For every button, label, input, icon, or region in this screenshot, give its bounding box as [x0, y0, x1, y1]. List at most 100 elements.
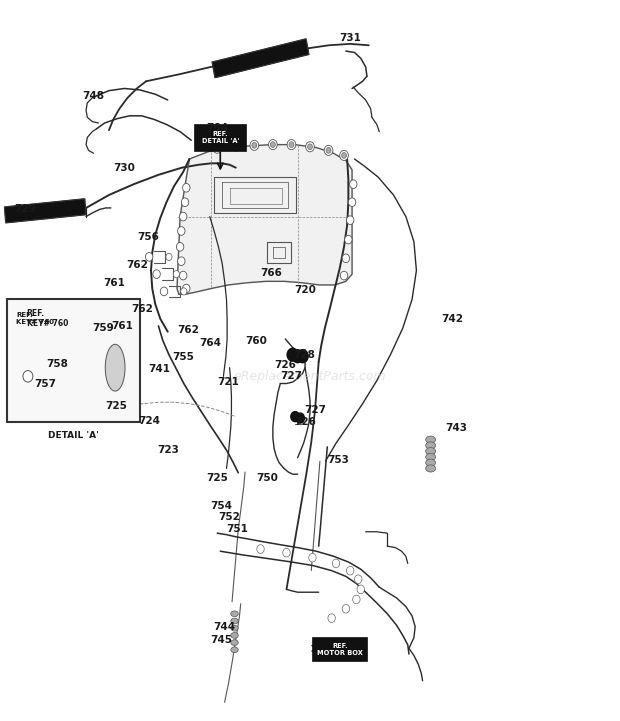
FancyBboxPatch shape [312, 637, 367, 661]
Ellipse shape [231, 632, 238, 638]
Text: REF.
KEY# 760: REF. KEY# 760 [16, 312, 54, 325]
Circle shape [180, 288, 187, 295]
Text: 755: 755 [172, 352, 194, 362]
Text: 745: 745 [211, 634, 232, 645]
Text: 762: 762 [177, 324, 199, 335]
Circle shape [177, 257, 185, 265]
Text: 727: 727 [304, 405, 327, 415]
Text: 766: 766 [260, 268, 282, 278]
Text: 725: 725 [105, 401, 127, 411]
Circle shape [283, 548, 290, 557]
Text: 744: 744 [213, 622, 236, 632]
Circle shape [287, 140, 296, 150]
Circle shape [291, 412, 299, 422]
Circle shape [213, 143, 221, 154]
Circle shape [357, 585, 365, 593]
Polygon shape [212, 39, 309, 78]
Text: 750: 750 [256, 473, 278, 483]
Text: REF.
MOTOR BOX: REF. MOTOR BOX [317, 642, 363, 655]
Circle shape [342, 604, 350, 613]
Text: 726: 726 [274, 360, 296, 370]
Text: 751: 751 [227, 524, 249, 534]
Ellipse shape [231, 618, 238, 624]
Ellipse shape [426, 465, 436, 472]
Circle shape [297, 350, 308, 363]
Circle shape [153, 270, 161, 278]
Text: 759: 759 [92, 323, 114, 333]
Circle shape [289, 142, 294, 148]
Text: 741: 741 [148, 364, 170, 374]
Circle shape [347, 216, 354, 224]
Text: 760: 760 [246, 336, 267, 346]
Text: REF.
KEY# 760: REF. KEY# 760 [27, 309, 68, 329]
Text: 756: 756 [137, 231, 159, 242]
Text: 724: 724 [138, 416, 160, 426]
Ellipse shape [231, 640, 238, 645]
Circle shape [347, 566, 354, 575]
Text: 761: 761 [103, 278, 125, 288]
Text: 727: 727 [280, 371, 303, 381]
Circle shape [296, 413, 304, 423]
Text: 754: 754 [211, 501, 232, 511]
Text: 731: 731 [339, 33, 361, 43]
Polygon shape [177, 145, 352, 294]
Text: 758: 758 [46, 359, 68, 369]
Text: 723: 723 [157, 446, 179, 456]
Circle shape [182, 284, 190, 293]
Text: 728: 728 [293, 350, 315, 360]
Text: eReplacementParts.com: eReplacementParts.com [234, 370, 386, 383]
Polygon shape [4, 199, 86, 223]
Circle shape [146, 252, 153, 261]
FancyBboxPatch shape [194, 124, 246, 151]
Circle shape [179, 212, 187, 221]
Text: 762: 762 [126, 260, 148, 270]
Text: 761: 761 [111, 321, 133, 331]
Circle shape [340, 151, 348, 161]
Circle shape [353, 595, 360, 603]
Circle shape [173, 270, 179, 278]
Ellipse shape [105, 345, 125, 391]
Text: 742: 742 [441, 314, 463, 324]
Ellipse shape [231, 625, 238, 631]
Circle shape [161, 287, 168, 296]
Circle shape [182, 183, 190, 192]
Circle shape [177, 226, 185, 235]
Circle shape [252, 143, 257, 149]
Circle shape [324, 146, 333, 156]
Circle shape [309, 553, 316, 562]
Circle shape [308, 144, 312, 150]
Text: DETAIL 'A': DETAIL 'A' [48, 431, 99, 440]
Circle shape [23, 371, 33, 382]
Text: 726: 726 [294, 417, 317, 427]
Text: 762: 762 [131, 304, 153, 314]
Circle shape [231, 141, 240, 151]
Ellipse shape [426, 442, 436, 449]
Text: 764: 764 [199, 338, 221, 348]
Bar [7, 299, 140, 422]
Circle shape [250, 141, 259, 151]
Text: 757: 757 [35, 379, 56, 389]
Circle shape [270, 142, 275, 148]
Circle shape [340, 271, 348, 280]
Text: 753: 753 [327, 455, 349, 465]
Circle shape [268, 140, 277, 150]
Ellipse shape [426, 454, 436, 461]
Text: 725: 725 [206, 473, 228, 483]
Circle shape [179, 271, 187, 280]
Text: 729: 729 [14, 204, 37, 214]
Ellipse shape [426, 436, 436, 443]
Circle shape [326, 148, 331, 154]
Circle shape [332, 559, 340, 567]
Circle shape [287, 348, 298, 361]
Ellipse shape [231, 647, 238, 653]
Circle shape [348, 198, 356, 206]
Circle shape [181, 198, 188, 206]
Circle shape [176, 242, 184, 251]
Circle shape [306, 142, 314, 152]
Ellipse shape [426, 448, 436, 455]
Circle shape [355, 575, 362, 583]
Circle shape [350, 180, 357, 188]
Circle shape [166, 253, 172, 260]
Text: REF.
DETAIL 'A': REF. DETAIL 'A' [202, 131, 239, 144]
Circle shape [342, 254, 350, 262]
